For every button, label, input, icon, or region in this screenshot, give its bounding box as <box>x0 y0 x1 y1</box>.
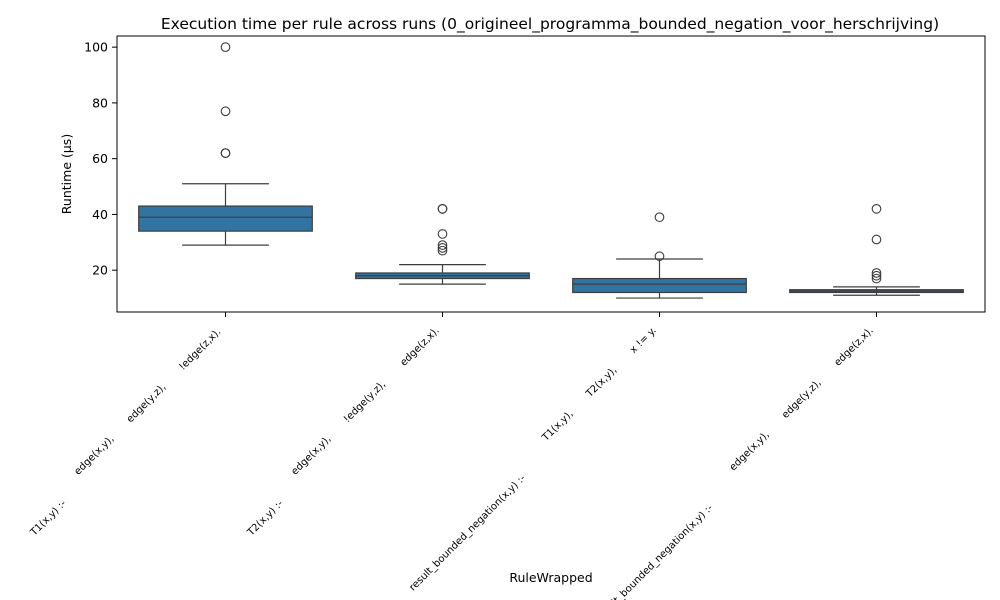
x-tick-label-part: edge(x,y), <box>73 434 117 478</box>
x-tick-label-part: T2(x,y), <box>584 365 620 401</box>
x-tick-label: T2(x,y) :-edge(x,y),!edge(y,z),edge(z,x)… <box>245 325 442 539</box>
outlier-point <box>220 148 231 158</box>
x-tick-label-part: edge(x,y), <box>728 429 772 473</box>
y-tick-label: 40 <box>92 207 108 222</box>
outlier-point <box>437 203 448 214</box>
y-tick-label: 100 <box>84 40 108 55</box>
y-axis-label: Runtime (µs) <box>59 134 74 214</box>
x-tick-label-part: edge(y,z), <box>125 382 168 425</box>
box-group <box>572 212 747 299</box>
x-tick-label-part: T2(x,y) :- <box>245 498 286 539</box>
box-iqr <box>572 277 747 294</box>
x-tick-label: result_bounded_negation(x,y) :- edge(x,y)… <box>595 325 876 600</box>
outlier-point <box>871 273 882 284</box>
outlier-point <box>871 268 882 278</box>
y-tick-label: 20 <box>92 263 108 278</box>
x-tick-label-part: x != y. <box>628 325 659 356</box>
outlier-point <box>871 270 882 281</box>
outlier-point <box>437 243 448 253</box>
x-axis-label: RuleWrapped <box>509 570 592 585</box>
x-tick-label: T1(x,y) :-edge(x,y),edge(y,z),!edge(z,x)… <box>28 327 223 539</box>
outlier-point <box>654 212 665 223</box>
box-iqr <box>138 205 313 232</box>
box-group <box>789 203 964 296</box>
x-tick-label-part: !edge(z,x). <box>177 327 223 373</box>
x-tick-label-part: result_bounded_negation(x,y) :- <box>595 502 716 600</box>
y-tick-label: 80 <box>92 95 108 110</box>
x-tick-label: result_bounded_negation(x,y) :-T1(x,y),T… <box>408 325 659 593</box>
outlier-point <box>654 251 665 262</box>
box-group <box>355 203 530 285</box>
x-tick-label-part: T1(x,y) :- <box>28 498 69 539</box>
y-tick-label: 60 <box>92 151 108 166</box>
x-tick-label-part: edge(z,x). <box>832 325 875 368</box>
x-tick-label-part: edge(z,x). <box>398 325 441 368</box>
outlier-point <box>220 42 231 53</box>
x-tick-label-part: T1(x,y), <box>540 409 576 445</box>
outlier-point <box>220 106 231 117</box>
chart-title: Execution time per rule across runs (0_o… <box>161 15 939 34</box>
x-tick-label-part: edge(x,y), <box>290 434 334 478</box>
outlier-point <box>871 203 882 214</box>
box-group <box>138 42 313 246</box>
x-tick-label-part: edge(y,z), <box>780 378 823 421</box>
outlier-point <box>437 229 448 239</box>
outlier-point <box>437 240 448 250</box>
outlier-point <box>871 234 882 245</box>
x-tick-label-part: !edge(y,z), <box>342 379 388 425</box>
plot-area <box>116 35 986 313</box>
outlier-point <box>437 245 448 256</box>
